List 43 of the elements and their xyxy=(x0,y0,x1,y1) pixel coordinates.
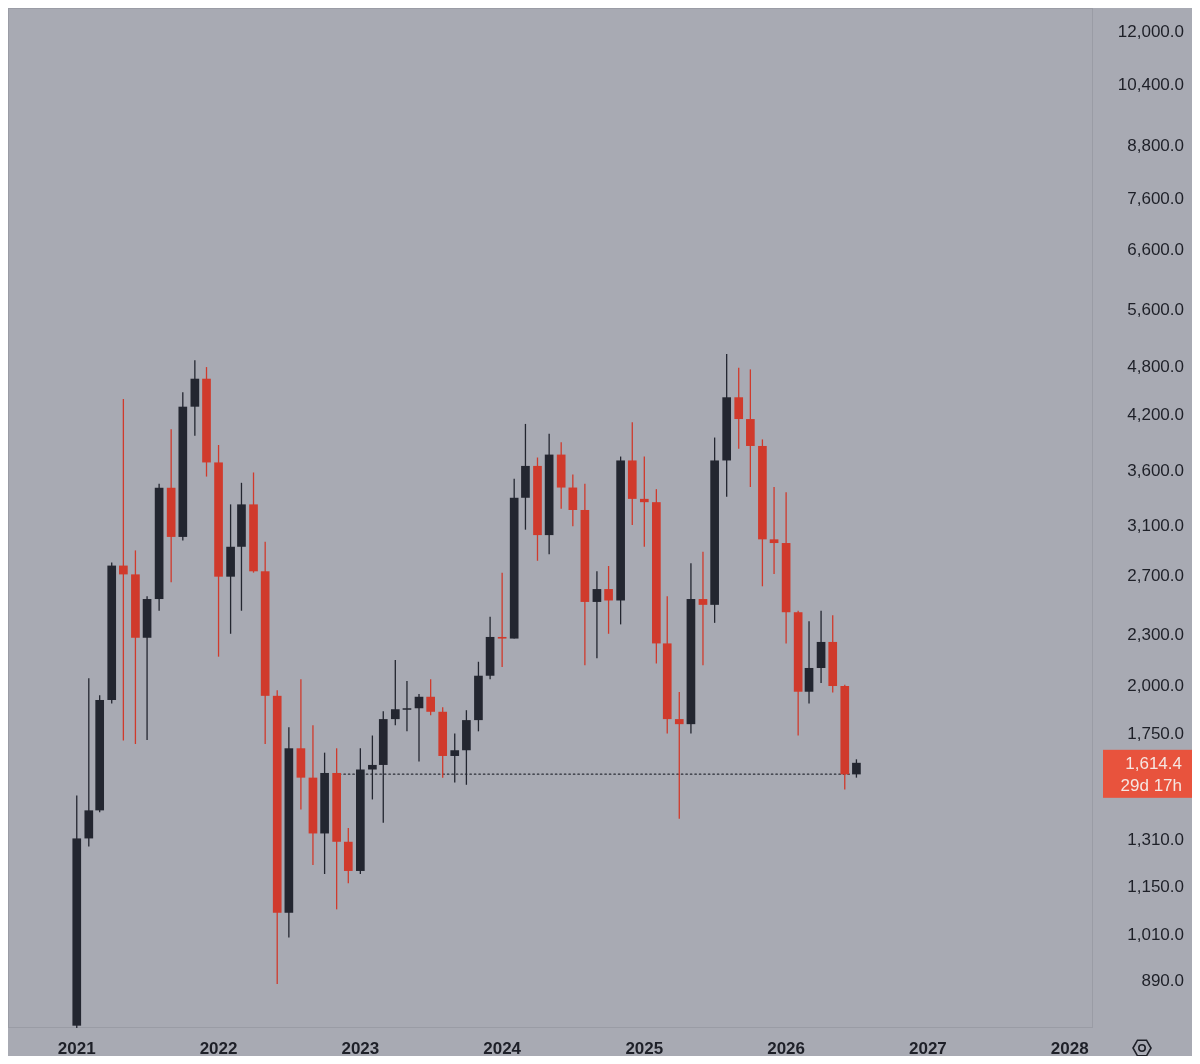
y-tick-label: 6,600.0 xyxy=(1127,240,1184,260)
candlestick xyxy=(592,570,602,660)
y-tick-label: 1,010.0 xyxy=(1127,924,1184,944)
candlestick xyxy=(769,486,779,575)
y-tick-label: 1,150.0 xyxy=(1127,877,1184,897)
text: 29d 17h xyxy=(1120,775,1182,795)
candlestick xyxy=(734,367,744,450)
y-tick-label: 890.0 xyxy=(1141,970,1184,990)
y-tick-label: 3,100.0 xyxy=(1127,515,1184,535)
candlestick xyxy=(497,571,507,668)
candlestick xyxy=(639,455,649,548)
candlestick xyxy=(390,659,400,726)
x-tick-label: 2024 xyxy=(483,1038,522,1058)
candlestick xyxy=(674,691,684,820)
x-tick-label: 2021 xyxy=(57,1038,96,1058)
x-tick-label: 2025 xyxy=(625,1038,664,1058)
candlestick xyxy=(852,758,861,779)
y-tick-label: 4,800.0 xyxy=(1127,356,1184,376)
x-tick-label: 2028 xyxy=(1050,1038,1089,1058)
candlestick xyxy=(568,473,578,527)
y-tick-label: 2,700.0 xyxy=(1127,566,1184,586)
candlestick xyxy=(804,620,814,705)
y-tick-label: 2,000.0 xyxy=(1127,675,1184,695)
y-tick-label: 1,750.0 xyxy=(1127,724,1184,744)
y-tick-label: 5,600.0 xyxy=(1127,300,1184,320)
text: 1,614.4 xyxy=(1125,753,1182,773)
y-tick-label: 7,600.0 xyxy=(1127,188,1184,208)
y-tick-label: 2,300.0 xyxy=(1127,624,1184,644)
y-tick-label: 3,600.0 xyxy=(1127,461,1184,481)
y-tick-label: 10,400.0 xyxy=(1117,74,1184,94)
x-tick-label: 2027 xyxy=(908,1038,947,1058)
y-tick-label: 8,800.0 xyxy=(1127,135,1184,155)
y-tick-label: 4,200.0 xyxy=(1127,405,1184,425)
x-tick-label: 2023 xyxy=(341,1038,380,1058)
candlestick xyxy=(604,565,613,635)
candlestick xyxy=(402,680,412,732)
x-tick-label: 2026 xyxy=(767,1038,806,1058)
x-tick-label: 2022 xyxy=(199,1038,238,1058)
y-tick-label: 1,310.0 xyxy=(1127,829,1184,849)
candlestick xyxy=(698,551,708,666)
y-tick-label: 12,000.0 xyxy=(1117,22,1184,42)
candlestick xyxy=(426,678,435,716)
candlestick xyxy=(119,398,128,742)
